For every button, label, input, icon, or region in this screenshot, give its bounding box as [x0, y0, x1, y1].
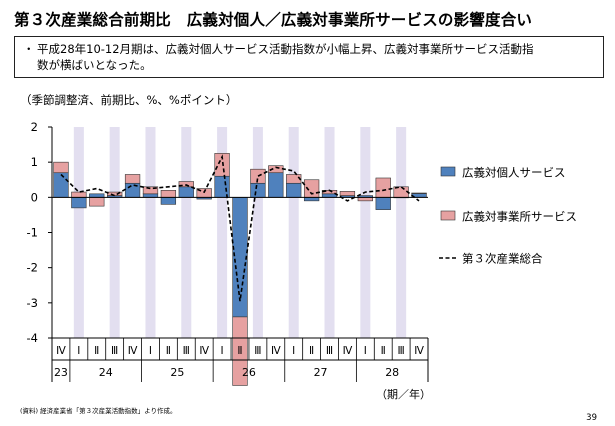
- bar-business-service: [53, 161, 69, 174]
- bar-personal-service: [178, 186, 194, 198]
- bar-personal-service: [303, 197, 320, 202]
- shade-column: [252, 127, 263, 338]
- summary-box: ・ 平成28年10-12月期は、広義対個人サービス活動指数が小幅上昇、広義対事業…: [14, 36, 604, 78]
- shade-column: [145, 127, 156, 338]
- total-line: [60, 154, 420, 302]
- bar-business-service: [178, 181, 194, 188]
- year-label: 26: [242, 366, 256, 379]
- quarter-label: Ⅱ: [237, 345, 242, 357]
- quarter-label: Ⅱ: [309, 345, 314, 357]
- quarter-label: Ⅰ: [364, 345, 367, 357]
- bar-business-service: [160, 190, 177, 198]
- quarter-label: Ⅲ: [183, 345, 190, 357]
- shade-column: [73, 127, 84, 338]
- bar-business-service: [339, 191, 356, 196]
- bar-personal-service: [286, 182, 302, 198]
- legend-swatch-personal: [440, 166, 456, 177]
- quarter-label: Ⅳ: [271, 345, 281, 357]
- source-note: (資料) 経済産業省「第３次産業活動指数」より作成。: [20, 407, 177, 415]
- page-number: 39: [586, 413, 597, 423]
- quarter-label: Ⅱ: [94, 345, 99, 357]
- bar-personal-service: [71, 197, 87, 209]
- y-tick-label: -2: [27, 261, 38, 275]
- bar-business-service: [232, 316, 248, 386]
- y-tick-label: 0: [31, 190, 38, 204]
- quarter-label: Ⅱ: [166, 345, 171, 357]
- legend-label: 広義対事業所サービス: [462, 210, 577, 224]
- bar-personal-service: [268, 172, 284, 198]
- quarter-label: Ⅳ: [199, 345, 209, 357]
- bar-personal-service: [375, 197, 391, 210]
- page-title: 第３次産業総合前期比 広義対個人／広義対事業所サービスの影響度合い: [14, 11, 533, 29]
- shaded-columns: [73, 127, 407, 338]
- shade-column: [217, 127, 228, 338]
- bar-personal-service: [321, 193, 338, 198]
- quarter-label: Ⅲ: [111, 345, 118, 357]
- quarter-label: Ⅲ: [398, 345, 405, 357]
- bar-business-service: [357, 197, 373, 202]
- period-unit-label: （期／年）: [376, 387, 431, 401]
- shade-column: [109, 127, 120, 338]
- bar-business-service: [89, 197, 105, 207]
- bar-personal-service: [214, 175, 230, 198]
- shade-column: [396, 127, 407, 338]
- bar-business-service: [107, 191, 123, 196]
- year-label: 25: [170, 366, 184, 379]
- y-tick-label: 1: [31, 155, 38, 169]
- unit-label: （季節調整済、前期比、%、%ポイント）: [20, 93, 238, 107]
- summary-line-2: 数が横ばいとなった。: [37, 58, 152, 72]
- bar-business-service: [142, 186, 159, 195]
- legend-label: 広義対個人サービス: [462, 166, 566, 180]
- year-label: 28: [385, 366, 399, 379]
- y-tick-label: -3: [27, 296, 38, 310]
- shade-column: [288, 127, 299, 338]
- bar-personal-service: [89, 193, 105, 198]
- y-tick-label: 2: [31, 120, 38, 134]
- legend-swatch-business: [440, 210, 456, 221]
- axes: 2 1 0 -1 -2 -3 -4: [27, 120, 428, 345]
- quarter-label: Ⅰ: [149, 345, 152, 357]
- legend-label: 第３次産業総合: [462, 252, 543, 266]
- shade-column: [181, 127, 192, 338]
- bar-series: [53, 153, 427, 386]
- bar-business-service: [214, 153, 230, 177]
- bar-personal-service: [124, 182, 141, 198]
- bar-business-service: [411, 192, 427, 194]
- year-label: 24: [99, 366, 113, 379]
- quarter-label: Ⅰ: [221, 345, 224, 357]
- bar-business-service: [375, 177, 391, 198]
- summary-line-1: 平成28年10-12月期は、広義対個人サービス活動指数が小幅上昇、広義対事業所サ…: [37, 42, 534, 56]
- bar-business-service: [250, 168, 266, 184]
- quarter-label: Ⅲ: [326, 345, 333, 357]
- bar-business-service: [286, 174, 302, 184]
- bar-personal-service: [53, 172, 69, 198]
- total-line-series: [60, 154, 420, 302]
- y-tick-label: -4: [27, 331, 38, 345]
- year-label: 23: [54, 366, 68, 379]
- quarter-label: Ⅳ: [128, 345, 138, 357]
- y-tick-label: -1: [27, 226, 38, 240]
- shade-column: [360, 127, 371, 338]
- bar-personal-service: [160, 197, 177, 205]
- year-label: 27: [314, 366, 328, 379]
- bar-business-service: [124, 174, 141, 184]
- quarter-label: Ⅲ: [254, 345, 261, 357]
- quarter-label: Ⅰ: [292, 345, 295, 357]
- quarter-label: Ⅳ: [414, 345, 424, 357]
- quarter-label: Ⅱ: [381, 345, 386, 357]
- quarter-label: Ⅰ: [77, 345, 80, 357]
- bar-business-service: [71, 191, 87, 198]
- shade-column: [324, 127, 335, 338]
- bar-personal-service: [142, 193, 159, 198]
- quarter-label: Ⅳ: [56, 345, 66, 357]
- bar-personal-service: [250, 182, 266, 198]
- quarter-label: Ⅳ: [343, 345, 353, 357]
- bullet-marker: ・: [23, 42, 35, 56]
